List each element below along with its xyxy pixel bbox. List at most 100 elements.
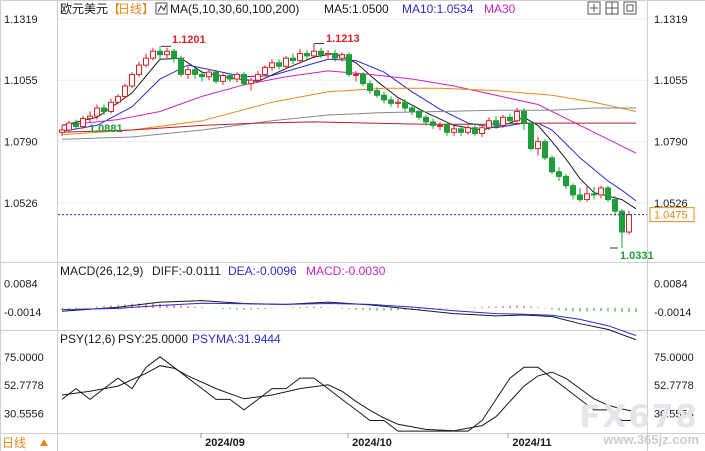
macd-value: MACD:-0.0030 (306, 264, 386, 278)
candle-body (458, 128, 464, 133)
candle-body (612, 199, 618, 212)
candle-body (129, 73, 135, 87)
candle-body (521, 110, 527, 124)
psy-line-psy (61, 356, 636, 432)
candle-body (563, 175, 569, 187)
candle-body (388, 99, 394, 104)
candle-body (402, 101, 408, 109)
candle-body (318, 50, 324, 56)
candle-body (381, 94, 387, 101)
price-axis-ticks: 1.1319 1.1319 1.1055 1.1055 1.0790 1.0790 1.05… (4, 14, 688, 210)
candle-body (395, 101, 401, 104)
low-annotation-1: 1.0881 (89, 123, 123, 135)
macd-axis-ticks: 0.0084 0.0084 -0.0014 -0.0014 (4, 279, 691, 319)
candle-body (626, 214, 632, 233)
period-bracket-close: 】 (142, 2, 154, 16)
candle-body (143, 57, 149, 66)
candle-body (493, 120, 499, 126)
ma-line-ma5 (61, 52, 637, 210)
candle-body (577, 194, 583, 201)
psy-tick-right: 75.0000 (654, 352, 694, 364)
moving-average-lines (61, 52, 637, 210)
candle-body (290, 57, 296, 61)
crosshair-tool-icon[interactable] (587, 1, 601, 15)
candle-body (339, 54, 345, 59)
candle-body (500, 116, 506, 126)
candle-body (283, 57, 289, 67)
candle-body (514, 110, 520, 122)
candlesticks (59, 43, 632, 249)
candle-body (101, 107, 107, 112)
candle-body (304, 53, 310, 57)
candle-body (332, 53, 338, 59)
candle-body (108, 101, 114, 112)
price-tick-left: 1.1319 (4, 14, 38, 26)
price-gridlines (58, 18, 647, 204)
candle-body (241, 73, 247, 85)
candle-body (374, 90, 380, 96)
candle-body (598, 187, 604, 196)
fullscreen-tool-icon[interactable] (623, 1, 637, 15)
candle-body (486, 120, 492, 129)
candle-body (234, 73, 240, 80)
footer-period[interactable]: 日线 (2, 436, 48, 450)
macd-dea: DEA:-0.0096 (228, 264, 297, 278)
candle-body (66, 122, 72, 131)
ma-legend: MA(5,10,30,60,100,200) (170, 2, 299, 16)
high-annotation-2: 1.1213 (326, 33, 360, 45)
candle-body (542, 141, 548, 159)
candle-body (570, 185, 576, 196)
candle-body (115, 95, 121, 103)
candle-body (549, 157, 555, 173)
date-label: 2024/10 (352, 437, 392, 449)
candle-body (353, 73, 359, 76)
period-bracket-open: 【 (108, 2, 120, 16)
candle-body (199, 73, 205, 78)
candle-body (556, 171, 562, 177)
candle-body (472, 127, 478, 135)
candle-body (409, 107, 415, 112)
candle-body (430, 121, 436, 126)
ma-toggle-icon[interactable] (155, 2, 168, 15)
candle-body (535, 141, 541, 150)
psy-axis-ticks: 75.0000 75.0000 52.7778 52.7778 30.5556 30.55… (4, 352, 694, 421)
candle-body (80, 117, 86, 128)
ma10-value: MA10:1.0534 (402, 2, 474, 16)
high-annotation-1: 1.1201 (172, 34, 206, 46)
psy-tick-left: 75.0000 (4, 352, 44, 364)
price-tick-left: 1.0790 (4, 137, 38, 149)
macd-lines (61, 300, 637, 341)
candle-body (297, 53, 303, 61)
psy-tick-right: 30.5556 (654, 408, 694, 420)
price-header: 欧元美元 【 日线 】 MA(5,10,30,60,100,200) MA5:1… (60, 2, 516, 16)
price-tick-left: 1.1055 (4, 75, 38, 87)
macd-tick-right: 0.0084 (654, 279, 688, 291)
macd-tick-left: -0.0014 (4, 307, 41, 319)
candle-body (507, 116, 513, 122)
ma30-value: MA30 (484, 2, 516, 16)
candle-body (262, 66, 268, 75)
macd-diff: DIFF:-0.0111 (152, 264, 221, 278)
candle-body (185, 69, 191, 75)
psy-label: PSY(12,6) (60, 332, 115, 346)
candle-body (94, 107, 100, 117)
date-axis: 2024/09 2024/10 2024/11 (200, 433, 552, 449)
candle-body (584, 193, 590, 201)
macd-tick-right: -0.0014 (654, 307, 691, 319)
macd-histogram (61, 303, 637, 313)
psy-tick-right: 52.7778 (654, 380, 694, 392)
ma-line-ma10 (61, 58, 637, 202)
grid-tool-icon[interactable] (605, 1, 619, 15)
ma-line-ma100 (61, 107, 636, 140)
candle-body (276, 62, 282, 67)
last-price-marker: 1.0475 (58, 207, 695, 223)
candle-body (269, 62, 275, 68)
ma5-value: MA5:1.0500 (324, 2, 389, 16)
candle-body (213, 71, 219, 82)
candle-body (255, 73, 261, 81)
candle-body (227, 75, 233, 80)
candle-body (360, 73, 366, 85)
